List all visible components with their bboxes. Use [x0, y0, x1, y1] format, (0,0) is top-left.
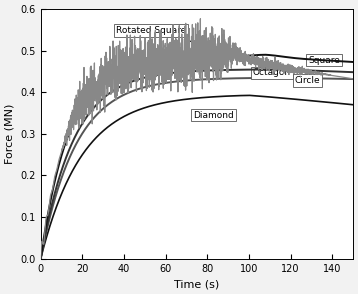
Text: Square: Square — [308, 56, 340, 65]
X-axis label: Time (s): Time (s) — [174, 279, 219, 289]
Text: Rotated Square: Rotated Square — [116, 26, 186, 35]
Text: Circle: Circle — [295, 76, 320, 85]
Y-axis label: Force (MN): Force (MN) — [5, 103, 15, 164]
Text: Diamond: Diamond — [193, 111, 234, 120]
Text: Octagon: Octagon — [253, 69, 291, 78]
